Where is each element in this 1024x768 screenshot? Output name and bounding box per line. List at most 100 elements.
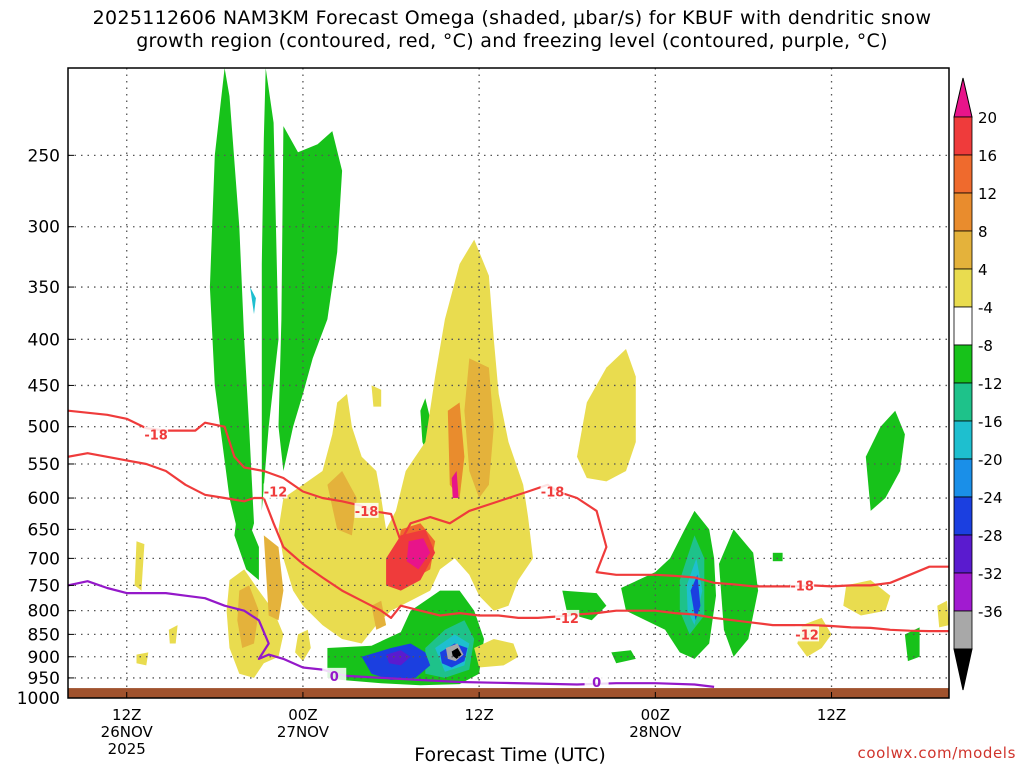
colorbar-label-9: -20 — [978, 451, 1003, 469]
colorbar-label-7: -12 — [978, 375, 1003, 393]
omega-region-37 — [263, 535, 284, 621]
omega-region-11 — [865, 410, 905, 511]
x-tick-label-24-0: 00Z — [288, 706, 317, 724]
colorbar-swatch-3 — [953, 230, 973, 270]
contour-label-0-2: -18 — [541, 485, 565, 500]
colorbar-swatch-5 — [953, 306, 973, 346]
colorbar-label-11: -28 — [978, 527, 1003, 545]
contour-line-0-2 — [68, 580, 715, 688]
omega-region-45 — [406, 538, 431, 570]
omega-region-1 — [261, 68, 279, 511]
colorbar-bottom-arrow — [953, 648, 973, 691]
contour-label-bg-0-2 — [540, 483, 565, 499]
y-tick-label-950: 950 — [28, 669, 60, 689]
chart-title-line1: 2025112606 NAM3KM Forecast Omega (shaded… — [92, 7, 932, 29]
colorbar-label-0: 20 — [978, 109, 997, 127]
omega-region-8 — [719, 529, 759, 657]
contour-label-1-0: -12 — [264, 485, 288, 500]
colorbar-swatch-7 — [953, 382, 973, 422]
y-tick-label-1000: 1000 — [17, 689, 60, 709]
omega-region-4 — [234, 498, 259, 581]
y-tick-label-500: 500 — [28, 418, 60, 438]
contour-label-0-0: -18 — [144, 428, 168, 443]
y-tick-label-450: 450 — [28, 376, 60, 396]
contour-label-bg-1-2 — [795, 626, 820, 642]
y-tick-label-650: 650 — [28, 520, 60, 540]
omega-region-27 — [371, 385, 382, 407]
contour-label-bg-0-1 — [354, 502, 379, 518]
colorbar-swatch-9 — [953, 458, 973, 498]
terrain-ground — [68, 688, 949, 698]
x-tick-label-42-0: 12Z — [464, 706, 493, 724]
y-tick-label-900: 900 — [28, 648, 60, 668]
omega-region-24 — [278, 239, 533, 644]
omega-region-10 — [772, 552, 783, 562]
omega-region-46 — [451, 471, 459, 498]
omega-region-28 — [577, 349, 636, 482]
credit-text: coolwx.com/models — [857, 744, 1016, 762]
colorbar-swatch-11 — [953, 534, 973, 574]
colorbar-swatch-2 — [953, 192, 973, 232]
x-tick-label-6-1: 26NOV — [101, 723, 154, 741]
omega-region-15 — [250, 287, 256, 315]
x-tick-label-24-1: 27NOV — [277, 723, 330, 741]
y-tick-label-600: 600 — [28, 489, 60, 509]
colorbar-swatch-1 — [953, 154, 973, 194]
colorbar-swatch-10 — [953, 496, 973, 536]
colorbar-label-5: -4 — [978, 299, 993, 317]
contour-label-0-3: -18 — [790, 579, 814, 594]
x-tick-label-6-2: 2025 — [108, 740, 146, 758]
y-tick-label-550: 550 — [28, 455, 60, 475]
omega-region-9 — [611, 650, 636, 664]
contour-line--18-0 — [68, 409, 949, 588]
colorbar-swatch-6 — [953, 344, 973, 384]
x-tick-label-6-0: 12Z — [112, 706, 141, 724]
x-tick-label-60-0: 00Z — [641, 706, 670, 724]
y-tick-label-850: 850 — [28, 625, 60, 645]
omega-region-29 — [474, 639, 519, 668]
omega-region-38 — [327, 471, 357, 536]
contour-label-bg-0-0 — [144, 426, 169, 442]
omega-region-30 — [134, 541, 145, 591]
colorbar-top-arrow — [953, 77, 973, 118]
contour-line--12-1 — [68, 452, 949, 633]
colorbar-label-2: 12 — [978, 185, 997, 203]
colorbar-label-6: -8 — [978, 337, 993, 355]
colorbar-label-1: 16 — [978, 147, 997, 165]
omega-region-35 — [937, 600, 949, 628]
contour-label-bg-0-3 — [790, 577, 815, 593]
y-tick-label-750: 750 — [28, 576, 60, 596]
contour-label-1-1: -12 — [555, 612, 579, 627]
colorbar-swatch-8 — [953, 420, 973, 460]
colorbar-label-13: -36 — [978, 603, 1003, 621]
y-tick-label-400: 400 — [28, 330, 60, 350]
colorbar-label-3: 8 — [978, 223, 988, 241]
y-tick-label-700: 700 — [28, 549, 60, 569]
colorbar-label-4: 4 — [978, 261, 988, 279]
colorbar-swatch-4 — [953, 268, 973, 308]
contour-label-bg-2-1 — [584, 674, 609, 690]
colorbar-swatch-13 — [953, 610, 973, 650]
contour-label-bg-1-1 — [555, 609, 580, 625]
y-tick-label-250: 250 — [28, 146, 60, 166]
omega-region-21 — [386, 650, 411, 666]
colorbar-swatch-0 — [953, 116, 973, 156]
omega-region-36 — [237, 585, 259, 648]
omega-region-26 — [295, 629, 311, 662]
omega-region-0 — [209, 68, 254, 559]
x-tick-label-78-0: 12Z — [817, 706, 846, 724]
contour-label-1-2: -12 — [795, 628, 819, 643]
colorbar-label-12: -32 — [978, 565, 1003, 583]
x-tick-label-60-1: 28NOV — [629, 723, 682, 741]
plot-frame — [67, 67, 950, 699]
y-tick-label-300: 300 — [28, 218, 60, 238]
colorbar-label-8: -16 — [978, 413, 1003, 431]
x-axis-title: Forecast Time (UTC) — [414, 744, 606, 766]
omega-region-20 — [690, 574, 701, 621]
contour-label-bg-2-0 — [322, 667, 347, 683]
omega-region-33 — [843, 580, 891, 616]
contour-label-0-1: -18 — [355, 505, 379, 520]
y-tick-label-350: 350 — [28, 278, 60, 298]
omega-region-39 — [464, 358, 494, 498]
